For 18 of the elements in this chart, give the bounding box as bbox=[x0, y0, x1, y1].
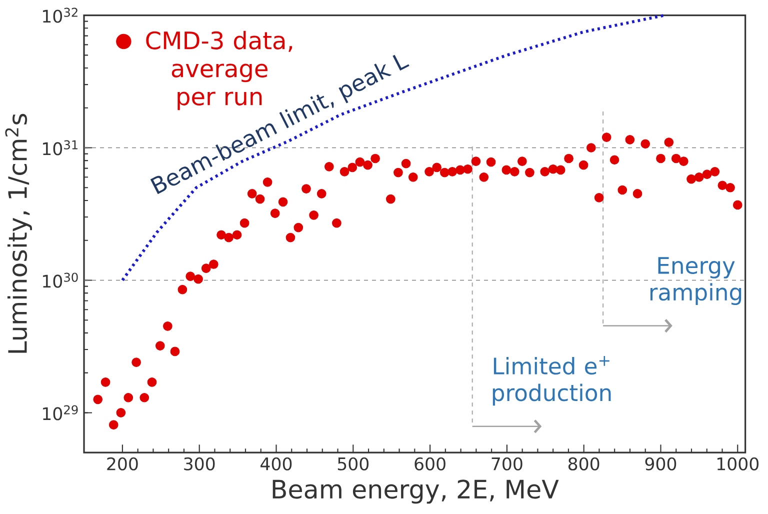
y-tick-label: 10$^{30}$ bbox=[43, 272, 78, 288]
x-tick-label: 900 bbox=[645, 457, 676, 470]
ref-line-label: Limited e$^{+}$ production bbox=[492, 356, 611, 406]
y-axis-title: Luminosity, 1/cm$^{2}$s bbox=[5, 114, 32, 353]
x-tick-label: 1000 bbox=[717, 457, 759, 470]
y-tick-label: 10$^{31}$ bbox=[43, 140, 78, 156]
x-tick-label: 700 bbox=[492, 457, 522, 470]
x-tick-label: 300 bbox=[184, 457, 215, 470]
y-tick-label: 10$^{29}$ bbox=[43, 405, 78, 420]
x-tick-label: 500 bbox=[338, 457, 369, 470]
y-tick-label: 10$^{32}$ bbox=[43, 8, 78, 23]
legend-label: CMD-3 data, average per run bbox=[146, 30, 292, 110]
ref-line-label: Energy ramping bbox=[650, 257, 742, 306]
x-tick-label: 600 bbox=[414, 457, 446, 470]
x-tick-label: 200 bbox=[107, 457, 138, 470]
x-tick-label: 400 bbox=[260, 457, 292, 470]
x-axis-title: Beam energy, 2E, MeV bbox=[272, 480, 559, 504]
x-tick-label: 800 bbox=[568, 457, 600, 470]
